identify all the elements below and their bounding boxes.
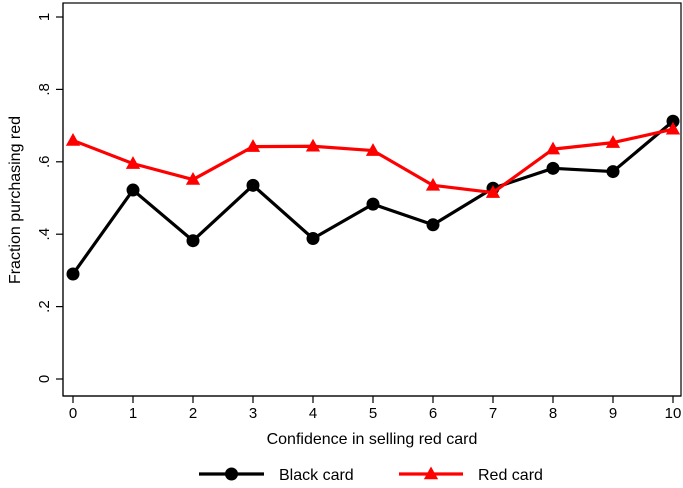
series-red-card (65, 121, 681, 198)
data-point (305, 138, 321, 152)
legend-item: Red card (399, 466, 543, 484)
x-tick-label: 2 (189, 405, 197, 422)
x-tick-label: 0 (69, 405, 77, 422)
data-point (366, 197, 380, 211)
y-axis-title: Fraction purchasing red (7, 116, 24, 284)
data-point (426, 218, 440, 232)
data-point (306, 232, 320, 246)
legend-marker (225, 467, 238, 481)
data-point (125, 156, 141, 169)
data-point (246, 178, 260, 192)
data-point (425, 177, 441, 191)
data-point (65, 132, 81, 146)
data-point (606, 165, 620, 179)
series-layer (65, 114, 681, 281)
data-point (186, 234, 200, 248)
y-tick-label: .4 (36, 228, 53, 241)
data-point (365, 143, 381, 156)
x-tick-label: 3 (249, 405, 257, 422)
y-tick-label: .6 (36, 156, 53, 169)
x-tick-label: 5 (369, 405, 377, 422)
x-tick-label: 6 (429, 405, 437, 422)
legend: Black card Red card (199, 466, 543, 484)
data-point (126, 183, 140, 197)
legend-label: Black card (279, 467, 354, 484)
legend-marker (423, 466, 439, 480)
data-point (185, 172, 201, 185)
x-tick-label: 7 (489, 405, 497, 422)
data-point (665, 121, 681, 135)
x-tick-label: 4 (309, 405, 317, 422)
data-point (605, 135, 621, 148)
data-point (485, 185, 501, 198)
y-tick-label: .8 (36, 83, 53, 96)
x-tick-label: 10 (665, 405, 682, 422)
x-axis-title: Confidence in selling red card (267, 431, 478, 448)
y-tick-label: 1 (36, 13, 53, 21)
series-black-card (66, 114, 680, 281)
data-point (245, 139, 261, 152)
y-tick-label: 0 (36, 375, 53, 383)
data-point (545, 141, 561, 155)
data-point (546, 161, 560, 175)
x-tick-label: 1 (129, 405, 137, 422)
data-point (66, 267, 80, 281)
y-axis: 0 .2 .4 .6 .8 1 (36, 3, 64, 396)
x-tick-label: 9 (609, 405, 617, 422)
y-tick-label: .2 (36, 300, 53, 313)
data-point (666, 114, 680, 128)
x-tick-label: 8 (549, 405, 557, 422)
legend-item: Black card (199, 467, 354, 484)
x-axis: 0 1 2 3 4 5 6 7 8 9 10 (63, 395, 682, 422)
legend-label: Red card (478, 467, 543, 484)
